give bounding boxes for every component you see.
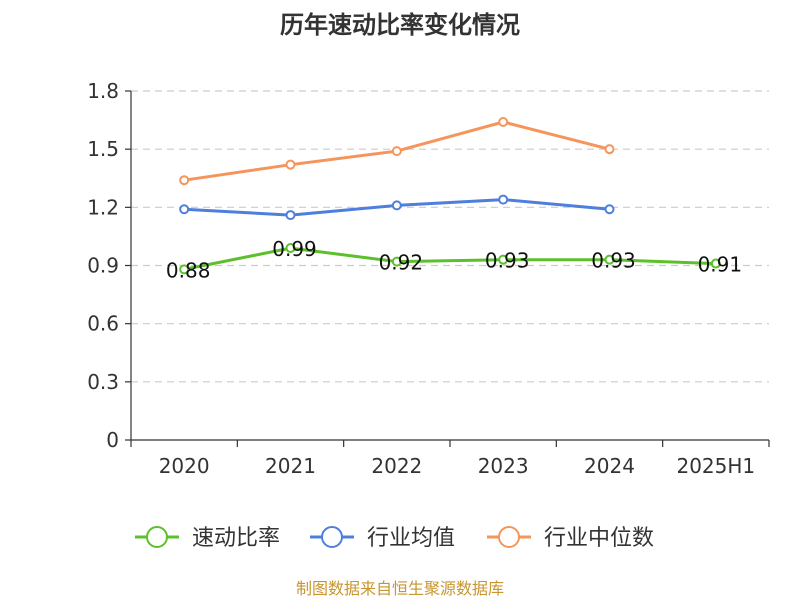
legend-label: 行业中位数 — [544, 526, 654, 551]
series-point-1 — [604, 204, 615, 215]
series-point-0 — [604, 254, 615, 265]
x-tick-label: 2025H1 — [676, 454, 755, 478]
y-tick-label: 1.2 — [87, 195, 119, 219]
data-label: 0.92 — [379, 251, 424, 275]
legend-marker — [498, 526, 520, 548]
data-label: 0.93 — [485, 249, 530, 273]
x-tick-label: 2021 — [265, 454, 316, 478]
x-tick-label: 2020 — [159, 454, 210, 478]
data-label: 0.88 — [166, 258, 211, 282]
x-tick-label: 2024 — [584, 454, 635, 478]
series-point-1 — [179, 204, 190, 215]
x-tick-label: 2023 — [478, 454, 529, 478]
series-point-0 — [285, 243, 296, 254]
series-point-0 — [710, 258, 721, 269]
y-tick-label: 0.9 — [87, 254, 119, 278]
legend-marker — [321, 526, 343, 548]
y-tick-label: 0.6 — [87, 312, 119, 336]
series-point-2 — [179, 175, 190, 186]
y-tick-label: 0 — [106, 428, 119, 452]
series-point-0 — [391, 256, 402, 267]
series-point-2 — [498, 117, 509, 128]
legend-label: 速动比率 — [192, 526, 280, 551]
y-tick-label: 0.3 — [87, 370, 119, 394]
legend-marker — [146, 526, 168, 548]
data-label: 0.99 — [272, 237, 317, 261]
grid-lines — [131, 90, 769, 383]
series-point-0 — [179, 264, 190, 275]
series-point-2 — [391, 146, 402, 157]
series-point-0 — [498, 254, 509, 265]
y-tick-label: 1.5 — [87, 137, 119, 161]
data-label: 0.91 — [698, 253, 743, 277]
data-labels: 0.88 0.99 0.92 0.93 0.93 0.91 — [166, 237, 742, 282]
series-line-0 — [182, 246, 718, 271]
legend: 速动比率 行业均值 行业中位数 — [135, 526, 654, 551]
series-point-1 — [285, 210, 296, 221]
series — [179, 117, 721, 275]
source-note: 制图数据来自恒生聚源数据库 — [296, 579, 504, 598]
data-label: 0.93 — [591, 249, 636, 273]
legend-label: 行业均值 — [367, 526, 455, 551]
series-point-2 — [285, 159, 296, 170]
series-point-1 — [391, 200, 402, 211]
series-point-2 — [604, 144, 615, 155]
y-tick-label: 1.8 — [87, 79, 119, 103]
series-point-1 — [498, 194, 509, 205]
chart-title: 历年速动比率变化情况 — [280, 11, 520, 39]
axes: 0 0.3 0.6 0.9 1.2 1.5 1.8 2020 2021 2022 2023 2024 2… — [87, 79, 770, 478]
x-tick-label: 2022 — [371, 454, 422, 478]
